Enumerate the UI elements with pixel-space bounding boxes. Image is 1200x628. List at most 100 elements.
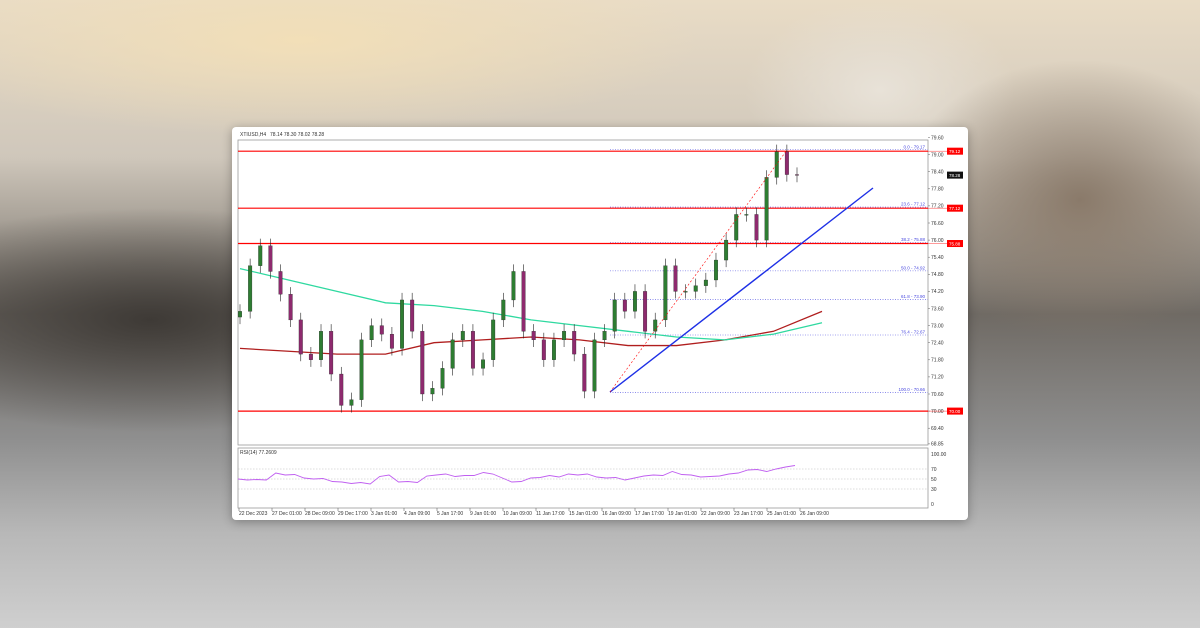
- fib-retracement-line: [609, 149, 788, 393]
- candle-body: [238, 311, 242, 318]
- candle-body: [734, 214, 739, 241]
- level-price-label: 79.12: [949, 149, 961, 154]
- candle-body: [410, 299, 415, 332]
- x-tick-label: 19 Jan 01:00: [668, 511, 697, 517]
- level-price-tag: [947, 147, 963, 155]
- y-tick-label: 78.40: [931, 170, 944, 176]
- y-tick-label: 76.00: [931, 238, 944, 244]
- candle-body: [612, 299, 617, 332]
- candle-body: [329, 331, 334, 375]
- candle-body: [369, 325, 374, 341]
- x-tick-label: 28 Dec 09:00: [305, 511, 335, 517]
- candle-body: [582, 353, 587, 392]
- x-tick-label: 17 Jan 17:00: [635, 511, 664, 517]
- x-tick-label: 26 Jan 09:00: [800, 511, 829, 517]
- y-tick-label: 70.00: [931, 409, 944, 415]
- x-tick-label: 22 Jan 09:00: [701, 511, 730, 517]
- candle-body: [319, 331, 323, 360]
- y-tick-label: 72.40: [931, 341, 944, 347]
- rsi-plot-frame: [237, 447, 929, 509]
- y-tick-label: 74.20: [931, 289, 944, 295]
- ascending-trendline: [609, 187, 874, 393]
- level-price-label: 77.12: [949, 206, 961, 211]
- candle-body: [531, 331, 536, 341]
- y-tick-label: 77.80: [931, 187, 944, 193]
- candle-body: [744, 214, 749, 216]
- level-price-label: 70.00: [949, 409, 961, 414]
- y-tick-label: 68.85: [931, 442, 944, 448]
- candle-body: [795, 174, 799, 176]
- y-tick-label: 76.60: [931, 221, 944, 227]
- fib-level-label: 100.0 - 70.66: [898, 387, 925, 392]
- fib-level-label: 61.8 - 73.90: [901, 294, 926, 299]
- rsi-tick-label: 100.00: [931, 452, 947, 458]
- y-tick-label: 69.40: [931, 426, 944, 432]
- candle-body: [278, 271, 283, 295]
- candle-body: [693, 285, 698, 292]
- current-price-label: 78.28: [949, 173, 961, 178]
- y-tick-label: 77.20: [931, 204, 944, 210]
- candle-body: [440, 368, 445, 389]
- x-tick-label: 11 Jan 17:00: [536, 511, 565, 517]
- chart-header-ohlc: 78.14 78.30 78.02 78.28: [270, 132, 324, 138]
- candle-body: [470, 331, 475, 369]
- candle-body: [308, 353, 313, 360]
- chart-header-symbol: XTIUSD,H4: [240, 132, 266, 138]
- rsi-line: [237, 465, 796, 485]
- candle-body: [633, 291, 637, 312]
- candle-body: [349, 399, 354, 406]
- x-tick-label: 16 Jan 09:00: [602, 511, 631, 517]
- fib-level-label: 23.6 - 77.12: [901, 202, 926, 207]
- candle-body: [622, 299, 627, 312]
- price-chart: XTIUSD,H4 78.14 78.30 78.02 78.28 RSI(14…: [237, 132, 963, 517]
- y-tick-label: 79.60: [931, 135, 944, 141]
- x-tick-label: 25 Jan 01:00: [767, 511, 796, 517]
- candle-body: [754, 214, 759, 241]
- candle-body: [258, 245, 263, 266]
- candle-body: [430, 388, 435, 395]
- candle-body: [683, 291, 688, 293]
- level-price-tag: [947, 240, 963, 248]
- candle-body: [602, 331, 607, 341]
- moving-average-green-line: [239, 267, 823, 341]
- y-tick-label: 74.80: [931, 272, 944, 278]
- y-tick-label: 73.00: [931, 323, 944, 329]
- candle-body: [653, 319, 658, 332]
- rsi-tick-label: 30: [931, 487, 937, 493]
- y-tick-label: 71.20: [931, 375, 944, 381]
- candle-body: [481, 359, 486, 369]
- candle-body: [268, 245, 273, 272]
- candle-body: [339, 373, 344, 406]
- x-tick-label: 3 Jan 01:00: [371, 511, 397, 517]
- moving-average-red-line: [239, 310, 823, 355]
- candle-body: [501, 299, 506, 321]
- y-tick-label: 75.40: [931, 255, 944, 261]
- candle-body: [460, 331, 465, 341]
- candle-body: [511, 271, 516, 301]
- candle-body: [298, 319, 303, 355]
- candle-body: [703, 279, 708, 286]
- current-price-tag: [947, 171, 963, 179]
- y-tick-label: 73.60: [931, 306, 944, 312]
- candle-body: [450, 339, 455, 369]
- fib-level-label: 76.4 - 72.67: [901, 330, 926, 335]
- candle-body: [359, 339, 364, 400]
- x-tick-label: 29 Dec 17:00: [338, 511, 368, 517]
- x-tick-label: 15 Jan 01:00: [569, 511, 598, 517]
- candle-body: [551, 339, 556, 360]
- candle-body: [784, 151, 789, 175]
- fib-level-label: 38.2 - 75.88: [901, 237, 926, 242]
- rsi-tick-label: 0: [931, 502, 934, 508]
- candle-body: [643, 291, 648, 332]
- candle-body: [420, 331, 425, 395]
- chart-card: XTIUSD,H4 78.14 78.30 78.02 78.28 RSI(14…: [232, 127, 968, 520]
- candle-body: [248, 265, 253, 312]
- rsi-label: RSI(14) 77.2609: [240, 450, 277, 456]
- candle-body: [288, 294, 293, 321]
- candle-body: [724, 239, 729, 261]
- fib-level-label: 0.0 - 79.17: [903, 144, 925, 149]
- candle-body: [491, 319, 496, 360]
- x-tick-label: 9 Jan 01:00: [470, 511, 496, 517]
- candle-body: [521, 271, 526, 332]
- level-price-label: 75.88: [949, 241, 961, 246]
